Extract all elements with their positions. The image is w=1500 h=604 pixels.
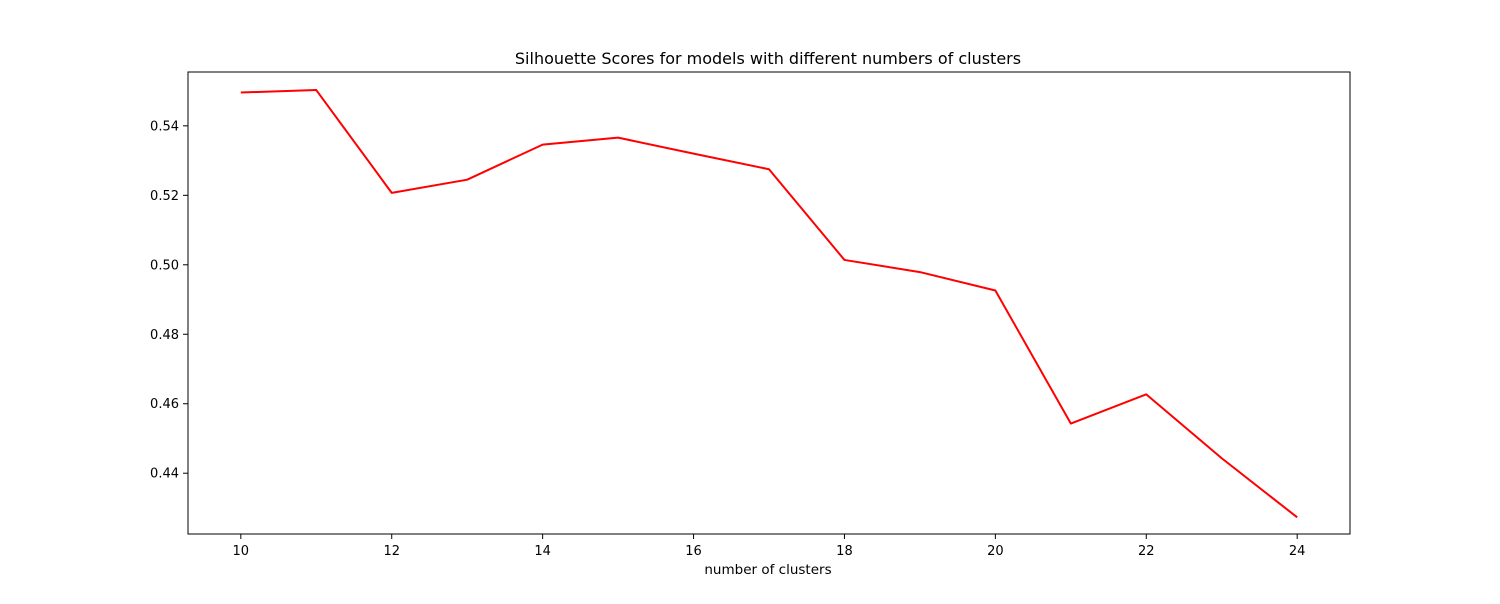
y-tick-label: 0.54	[150, 119, 179, 134]
y-tick-label: 0.48	[150, 328, 179, 343]
x-axis-label: number of clusters	[704, 562, 831, 578]
x-tick-label: 16	[685, 544, 702, 559]
x-tick-label: 10	[233, 544, 250, 559]
x-tick-label: 14	[534, 544, 551, 559]
x-tick-label: 22	[1138, 544, 1155, 559]
x-tick-label: 12	[383, 544, 400, 559]
y-tick-label: 0.50	[150, 258, 179, 273]
x-tick-label: 20	[987, 544, 1004, 559]
y-tick-label: 0.44	[150, 467, 179, 482]
x-tick-label: 18	[836, 544, 853, 559]
x-tick-label: 24	[1289, 544, 1306, 559]
y-tick-label: 0.46	[150, 397, 179, 412]
chart-title: Silhouette Scores for models with differ…	[515, 49, 1021, 68]
y-tick-label: 0.52	[150, 189, 179, 204]
